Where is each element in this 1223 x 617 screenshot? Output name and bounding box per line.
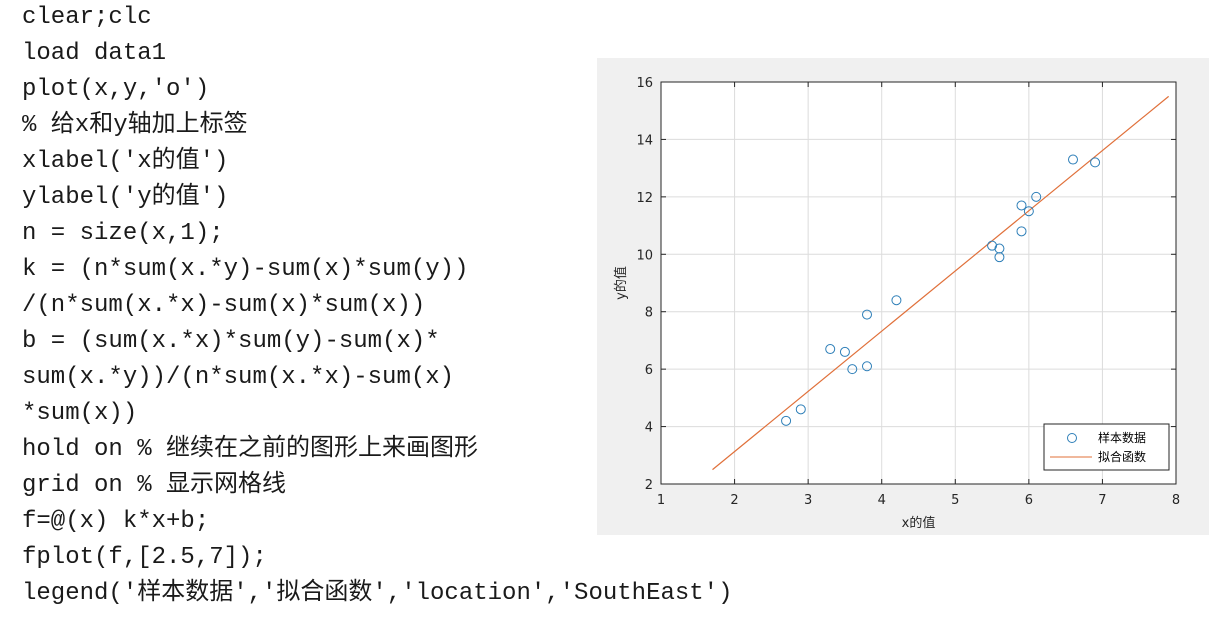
data-point xyxy=(862,309,872,320)
data-point xyxy=(994,252,1005,263)
code-line: % 给x和y轴加上标签 xyxy=(22,112,248,139)
y-tick-label: 6 xyxy=(645,363,653,378)
code-line: k = (n*sum(x.*y)-sum(x)*sum(y)) xyxy=(22,256,469,283)
data-point xyxy=(1031,191,1042,202)
y-tick-label: 8 xyxy=(645,306,653,321)
code-line: sum(x.*y))/(n*sum(x.*x)-sum(x) xyxy=(22,364,455,391)
x-tick-label: 4 xyxy=(878,493,886,508)
x-tick-label: 1 xyxy=(657,493,665,508)
data-point xyxy=(1090,157,1101,168)
x-axis-label: x的值 xyxy=(902,515,936,531)
x-tick-label: 2 xyxy=(730,493,738,508)
legend-box xyxy=(1043,423,1170,471)
data-point xyxy=(795,404,806,415)
x-tick-label: 8 xyxy=(1172,493,1180,508)
code-line: fplot(f,[2.5,7]); xyxy=(22,544,267,571)
axes-frame xyxy=(660,81,1177,485)
y-tick-label: 2 xyxy=(645,478,653,493)
data-point xyxy=(1023,206,1034,217)
y-tick-label: 14 xyxy=(636,133,653,148)
code-line: n = size(x,1); xyxy=(22,220,224,247)
legend-label-sample-data: 样本数据 xyxy=(1098,430,1146,445)
code-line: f=@(x) k*x+b; xyxy=(22,508,210,535)
code-line: grid on % 显示网格线 xyxy=(22,472,287,499)
code-line: load data1 xyxy=(22,40,167,67)
code-line: xlabel('x的值') xyxy=(22,148,229,175)
legend-label-fit-function: 拟合函数 xyxy=(1098,449,1146,464)
data-point xyxy=(1068,154,1078,165)
code-line: hold on % 继续在之前的图形上来画图形 xyxy=(22,436,479,463)
x-tick-label: 3 xyxy=(804,493,812,508)
data-point xyxy=(1016,226,1027,237)
y-axis-label: y的值 xyxy=(613,266,629,300)
x-tick-label: 7 xyxy=(1098,493,1106,508)
matlab-code-block: clear;clc load data1 plot(x,y,'o') % 给x和y轴加… xyxy=(22,0,733,612)
legend: 样本数据 拟合函数 xyxy=(1043,423,1170,471)
code-line: /(n*sum(x.*x)-sum(x)*sum(x)) xyxy=(22,292,426,319)
x-tick-label: 5 xyxy=(951,493,959,508)
legend-marker-circle-icon xyxy=(1067,433,1077,443)
code-line: ylabel('y的值') xyxy=(22,184,229,211)
data-point xyxy=(1016,200,1027,211)
code-line: clear;clc xyxy=(22,4,152,31)
data-point xyxy=(825,344,836,355)
data-point xyxy=(839,346,850,357)
y-tick-label: 16 xyxy=(636,76,653,91)
data-point xyxy=(847,364,858,375)
data-point xyxy=(987,240,998,251)
data-point xyxy=(781,415,792,426)
x-tick-label: 6 xyxy=(1025,493,1033,508)
code-line: *sum(x)) xyxy=(22,400,138,427)
y-tick-label: 12 xyxy=(636,191,653,206)
data-point xyxy=(862,361,872,372)
y-tick-label: 4 xyxy=(645,421,653,436)
series-layer xyxy=(712,95,1170,471)
axes-background xyxy=(661,82,1176,484)
code-line: b = (sum(x.*x)*sum(y)-sum(x)* xyxy=(22,328,440,355)
code-line: legend('样本数据','拟合函数','location','SouthEa… xyxy=(22,580,733,607)
y-tick-label: 10 xyxy=(636,248,653,263)
data-point xyxy=(891,295,902,306)
code-line: plot(x,y,'o') xyxy=(22,76,210,103)
figure-panel: 1 2 3 4 5 6 7 8 2 4 6 8 10 12 14 16 x的值 y的值 样本数据 拟合函数 xyxy=(597,58,1209,535)
